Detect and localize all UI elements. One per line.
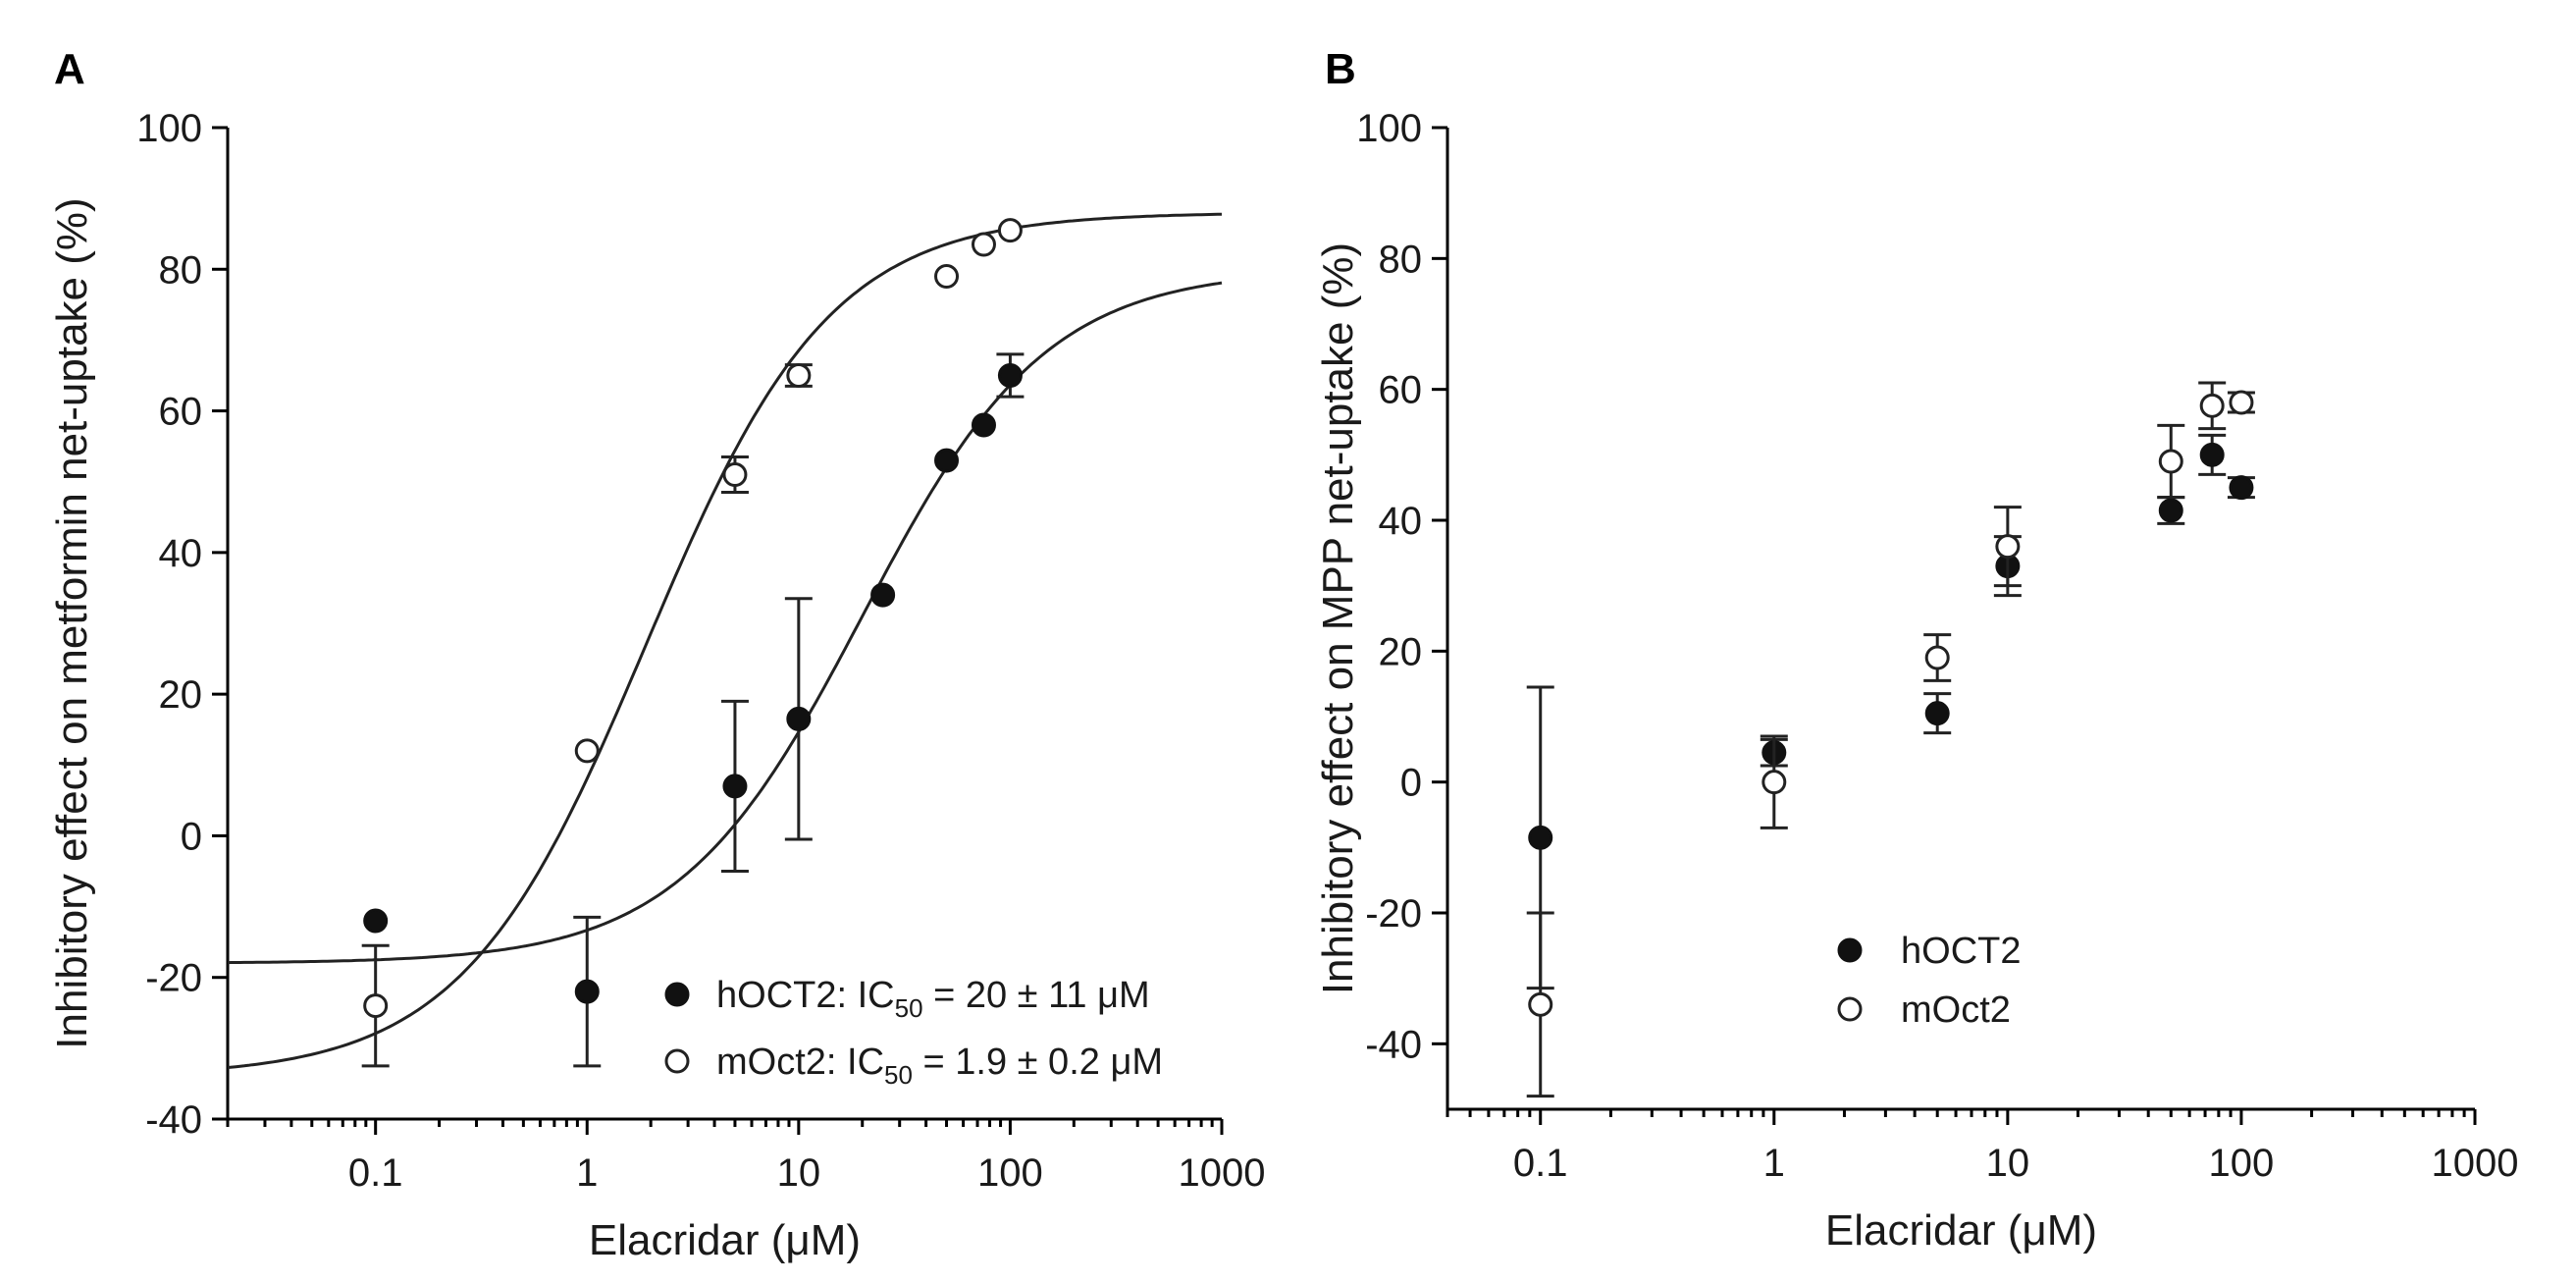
legend-label-moct2: mOct2: IC50 = 1.9 ± 0.2 μM — [716, 1042, 1163, 1090]
x-tick-label: 1 — [1763, 1142, 1785, 1185]
y-tick-label: -20 — [145, 957, 202, 1000]
data-point-hoct2 — [870, 582, 896, 608]
series-hoct2 — [1526, 433, 2255, 990]
data-point-moct2 — [2229, 390, 2254, 415]
series-moct2 — [1526, 381, 2255, 1098]
x-tick-label: 1 — [576, 1151, 598, 1195]
data-point-hoct2 — [1924, 701, 1950, 726]
data-point-hoct2 — [971, 412, 996, 438]
y-axis-title: Inhibitory effect on MPP net-uptake (%) — [1314, 242, 1362, 994]
data-point-moct2 — [1924, 645, 1950, 670]
y-tick-label: 80 — [1379, 238, 1423, 281]
panel-b: B 0.1 1 10 100 1000 -40 -20 0 20 40 60 80 100 Elacrida… — [1314, 45, 2518, 1255]
fit-curve-hoct2 — [227, 281, 1223, 965]
x-tick-label: 10 — [1986, 1142, 2030, 1185]
data-point-moct2 — [1995, 534, 2021, 560]
y-tick-label: 100 — [136, 107, 202, 150]
data-point-hoct2 — [2229, 475, 2254, 501]
data-point-moct2 — [363, 993, 389, 1019]
y-tick-label: 0 — [181, 815, 202, 858]
data-point-hoct2 — [934, 448, 960, 473]
data-point-moct2 — [2199, 393, 2225, 418]
legend-marker-hoct2 — [664, 982, 690, 1007]
y-tick-label: 0 — [1400, 762, 1422, 805]
x-tick-label: 10 — [777, 1151, 821, 1195]
x-tick-label: 1000 — [1179, 1151, 1266, 1195]
y-tick-label: 40 — [1379, 500, 1423, 543]
y-tick-label: 20 — [1379, 630, 1423, 673]
x-tick-label: 0.1 — [1513, 1142, 1568, 1185]
data-point-hoct2 — [574, 979, 600, 1004]
data-point-moct2 — [1528, 991, 1553, 1017]
x-axis-title: Elacridar (μM) — [589, 1216, 861, 1264]
data-point-moct2 — [1761, 770, 1787, 795]
y-tick-label: -40 — [1365, 1023, 1422, 1066]
y-tick-label: 80 — [159, 248, 203, 292]
data-point-hoct2 — [1528, 825, 1553, 850]
legend-marker-moct2 — [664, 1048, 690, 1074]
x-tick-label: 0.1 — [348, 1151, 403, 1195]
x-axis-title: Elacridar (μM) — [1825, 1206, 2097, 1255]
data-point-hoct2 — [722, 774, 748, 799]
data-point-hoct2 — [997, 363, 1023, 388]
data-point-moct2 — [722, 462, 748, 487]
legend-label-hoct2: hOCT2: IC50 = 20 ± 11 μM — [716, 975, 1150, 1023]
x-tick-label: 1000 — [2432, 1142, 2519, 1185]
legend-label-moct2: mOct2 — [1901, 989, 2011, 1031]
legend-label-hoct2: hOCT2 — [1901, 931, 2021, 972]
data-point-moct2 — [997, 218, 1023, 243]
data-point-hoct2 — [786, 706, 812, 731]
legend-marker-moct2 — [1837, 996, 1863, 1022]
y-tick-label: 100 — [1356, 107, 1422, 150]
x-tick-label: 100 — [977, 1151, 1043, 1195]
data-point-moct2 — [2158, 449, 2183, 474]
data-point-hoct2 — [2158, 498, 2183, 523]
y-tick-label: -20 — [1365, 892, 1422, 936]
y-axis-title: Inhibitory effect on metformin net-uptak… — [48, 197, 96, 1048]
data-point-moct2 — [971, 232, 996, 257]
y-tick-label: 60 — [159, 391, 203, 434]
panel-a: A 0.1 1 10 100 1000 -40 -20 0 20 40 60 80 100 Elacrida… — [48, 45, 1265, 1264]
y-tick-label: 40 — [159, 532, 203, 575]
y-tick-label: -40 — [145, 1098, 202, 1142]
legend-marker-hoct2 — [1837, 937, 1863, 963]
y-tick-label: 20 — [159, 673, 203, 717]
data-point-moct2 — [574, 738, 600, 764]
series-moct2 — [227, 212, 1223, 1069]
series-hoct2 — [227, 281, 1223, 1068]
panel-label-a: A — [54, 45, 85, 93]
x-tick-label: 100 — [2209, 1142, 2275, 1185]
fit-curve-moct2 — [227, 212, 1223, 1069]
data-point-hoct2 — [2199, 442, 2225, 467]
panel-label-b: B — [1325, 45, 1356, 93]
y-tick-label: 60 — [1379, 369, 1423, 412]
data-point-moct2 — [934, 264, 960, 289]
data-point-hoct2 — [363, 908, 389, 934]
data-point-moct2 — [786, 363, 812, 388]
